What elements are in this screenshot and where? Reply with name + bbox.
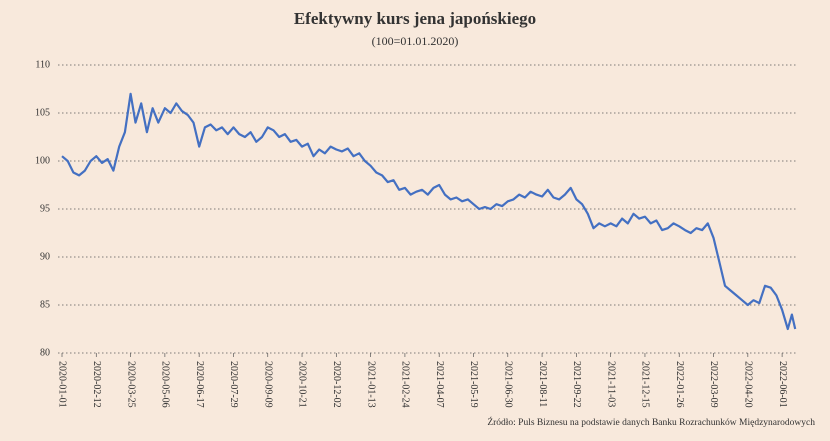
x-tick-label: 2020-06-17 [194,361,205,408]
x-tick-label: 2020-09-09 [262,361,273,408]
x-tick-label: 2021-08-11 [537,361,548,407]
data-line [61,92,797,331]
y-tick-label: 95 [40,203,50,214]
x-tick-label: 2020-01-01 [57,361,68,408]
y-tick-label: 85 [40,299,50,310]
y-tick-label: 100 [35,155,50,166]
x-tick-label: 2021-05-19 [468,361,479,408]
x-tick-label: 2021-11-03 [605,361,616,407]
x-tick-label: 2021-06-30 [502,361,513,408]
x-tick-label: 2020-02-12 [91,361,102,408]
y-tick-label: 110 [35,59,50,70]
x-tick-label: 2021-12-15 [640,361,651,408]
x-tick-label: 2020-05-06 [160,361,171,408]
source-note: Źródło: Puls Biznesu na podstawie danych… [487,416,815,428]
x-tick-label: 2020-07-29 [228,361,239,408]
x-tick-label: 2021-01-13 [365,361,376,408]
chart-title: Efektywny kurs jena japońskiego [294,9,536,28]
x-tick-label: 2022-06-01 [777,361,788,408]
x-tick-label: 2020-12-02 [331,361,342,408]
y-tick-label: 105 [35,107,50,118]
x-tick-label: 2022-04-20 [743,361,754,408]
x-tick-label: 2020-03-25 [125,361,136,408]
y-tick-label: 90 [40,251,50,262]
x-tick-label: 2021-04-07 [434,361,445,408]
x-tick-label: 2021-02-24 [400,361,411,408]
x-tick-label: 2022-03-09 [708,361,719,408]
y-tick-label: 80 [40,347,50,358]
x-tick-label: 2021-09-22 [571,361,582,408]
chart-subtitle: (100=01.01.2020) [372,34,459,48]
x-tick-label: 2022-01-26 [674,361,685,408]
x-tick-label: 2020-10-21 [297,361,308,408]
